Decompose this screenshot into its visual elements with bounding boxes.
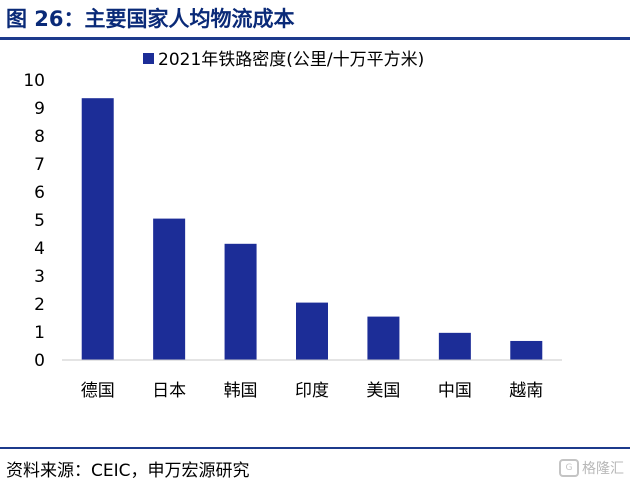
bar (153, 218, 186, 360)
y-tick-label: 2 (34, 295, 45, 315)
bars (81, 98, 543, 360)
y-axis: 0 1 2 3 4 5 6 7 8 9 10 (23, 71, 45, 371)
bar (81, 98, 114, 360)
bar (224, 243, 257, 360)
x-tick-label: 美国 (366, 381, 400, 401)
bar (510, 340, 543, 360)
title-rule (0, 37, 630, 40)
y-tick-label: 0 (34, 351, 45, 371)
x-tick-label: 越南 (509, 381, 543, 401)
watermark: G 格隆汇 (559, 458, 624, 478)
bar (367, 316, 400, 360)
watermark-text: 格隆汇 (582, 461, 624, 477)
x-tick-label: 印度 (295, 381, 329, 401)
legend-swatch (143, 53, 154, 64)
legend: 2021年铁路密度(公里/十万平方米) (143, 50, 424, 70)
bar (438, 332, 471, 360)
y-tick-label: 7 (34, 155, 45, 175)
watermark-logo-icon: G (559, 459, 579, 477)
y-tick-label: 8 (34, 127, 45, 147)
y-tick-label: 10 (23, 71, 45, 91)
y-tick-label: 6 (34, 183, 45, 203)
bar-chart: 2021年铁路密度(公里/十万平方米) 0 1 2 3 4 5 6 7 8 9 10 德国 日本 韩国 印… (23, 50, 562, 401)
x-axis-labels: 德国 日本 韩国 印度 美国 中国 越南 (81, 381, 544, 401)
y-tick-label: 1 (34, 323, 45, 343)
source-rule (0, 447, 630, 449)
figure-title: 图 26：主要国家人均物流成本 (6, 7, 295, 31)
bar (296, 302, 328, 360)
source-note: 资料来源：CEIC，申万宏源研究 (6, 461, 250, 481)
legend-label: 2021年铁路密度(公里/十万平方米) (158, 50, 424, 70)
y-tick-label: 3 (34, 267, 45, 287)
x-tick-label: 中国 (438, 381, 472, 401)
x-tick-label: 德国 (81, 381, 115, 401)
x-tick-label: 日本 (152, 381, 186, 401)
y-tick-label: 4 (34, 239, 45, 259)
y-tick-label: 9 (34, 99, 45, 119)
y-tick-label: 5 (34, 211, 45, 231)
x-tick-label: 韩国 (224, 381, 258, 401)
